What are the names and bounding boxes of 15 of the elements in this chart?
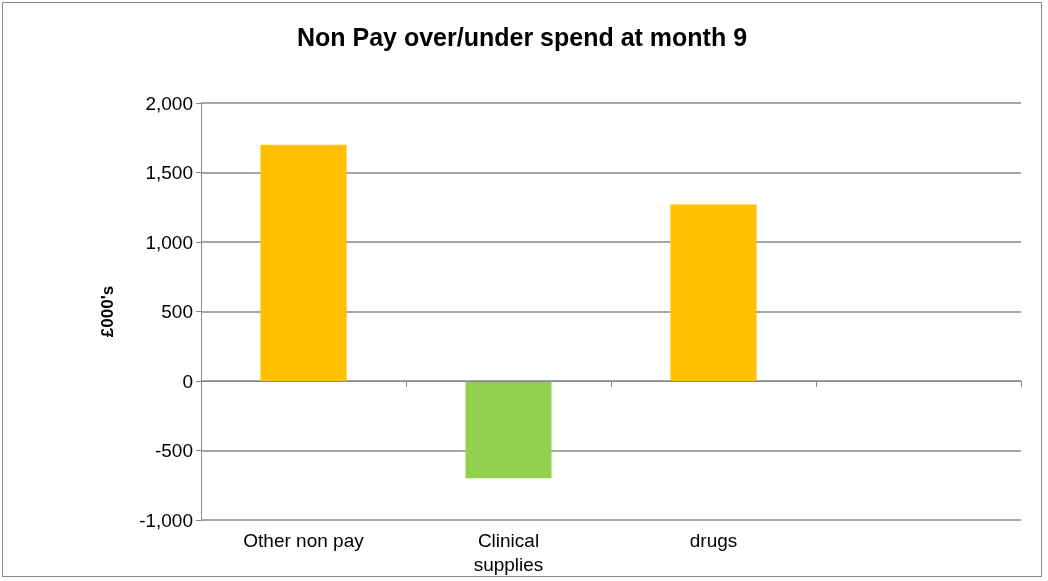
bar (260, 144, 347, 381)
y-tick-label: 2,000 (145, 92, 193, 114)
x-tick-label: drugs (689, 529, 738, 551)
y-axis-title: £000's (98, 285, 117, 338)
chart-title: Non Pay over/under spend at month 9 (296, 22, 748, 51)
bar (465, 381, 552, 479)
y-tick-label: -1,000 (139, 509, 193, 531)
y-tick-label: -500 (154, 440, 193, 461)
bar (670, 204, 757, 381)
y-tick-label: 1,000 (145, 231, 193, 253)
y-tick-label: 500 (161, 301, 193, 322)
y-tick-label: 1,500 (145, 162, 193, 183)
y-tick-label: 0 (182, 370, 193, 392)
x-tick-label: Clinical supplies (473, 529, 544, 575)
x-tick-label: Other non pay (243, 529, 365, 551)
